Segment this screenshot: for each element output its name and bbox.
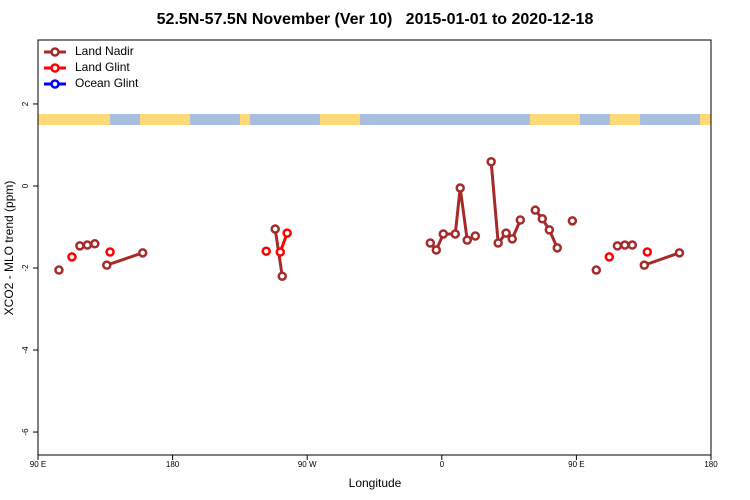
data-point [462, 235, 472, 245]
y-tick-label: -6 [21, 428, 30, 436]
data-point [604, 252, 615, 262]
data-point [544, 225, 555, 235]
data-point [75, 241, 85, 251]
data-point [282, 228, 292, 238]
data-point [537, 214, 548, 224]
plot-frame [37, 39, 712, 456]
y-tick-label: 0 [21, 183, 30, 188]
x-tick-label: 90 E [30, 460, 46, 469]
legend-marker [50, 79, 60, 89]
data-point [67, 252, 77, 262]
data-point [591, 265, 602, 275]
data-point [493, 238, 503, 248]
data-point [470, 231, 481, 241]
legend-label: Land Nadir [75, 44, 134, 58]
x-tick-label: 90 W [298, 460, 317, 469]
data-point [627, 240, 638, 250]
data-point [455, 183, 465, 193]
map-strip [38, 114, 711, 125]
data-point [567, 216, 578, 226]
data-point [137, 248, 148, 258]
legend-label: Land Glint [75, 60, 130, 74]
data-point [674, 248, 685, 258]
x-tick-label: 180 [704, 460, 718, 469]
data-point [530, 205, 541, 215]
data-point [507, 234, 517, 244]
data-point [102, 260, 112, 270]
x-axis-label: Longitude [349, 476, 402, 490]
series-line [106, 251, 144, 267]
y-tick-label: -4 [21, 346, 30, 354]
data-point [275, 247, 286, 257]
data-point [552, 243, 563, 253]
x-tick-label: 90 E [568, 460, 584, 469]
data-point [425, 238, 436, 248]
data-point [639, 260, 650, 270]
legend-marker [50, 47, 60, 57]
chart-title: 52.5N-57.5N November (Ver 10) 2015-01-01… [157, 11, 594, 28]
y-tick-label: 2 [21, 101, 30, 106]
data-point [486, 157, 496, 167]
data-point [82, 240, 93, 250]
y-tick-label: -2 [21, 264, 30, 272]
legend-marker [50, 63, 60, 73]
data-point [438, 229, 449, 239]
data-point [54, 265, 64, 275]
data-point [515, 215, 526, 225]
data-point [431, 245, 442, 255]
data-point [450, 229, 461, 239]
data-point [105, 247, 115, 257]
series-line [534, 209, 559, 249]
data-point [642, 247, 653, 257]
legend-label: Ocean Glint [75, 76, 139, 90]
x-tick-label: 0 [440, 460, 445, 469]
data-point [501, 228, 511, 238]
data-point [90, 239, 100, 249]
y-axis-label: XCO2 - MLO trend (ppm) [2, 181, 16, 316]
data-point [261, 246, 271, 256]
data-point [612, 241, 623, 251]
data-point [270, 224, 280, 234]
x-tick-label: 180 [166, 460, 180, 469]
data-point [277, 271, 287, 281]
data-point [620, 240, 630, 250]
series-line [643, 251, 680, 267]
